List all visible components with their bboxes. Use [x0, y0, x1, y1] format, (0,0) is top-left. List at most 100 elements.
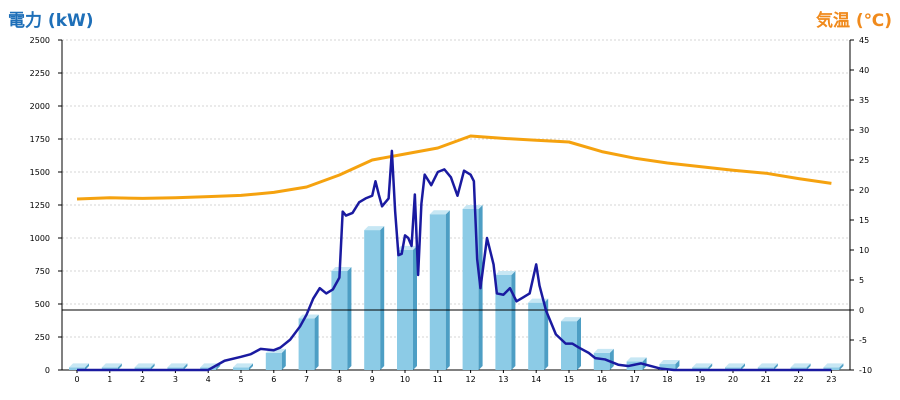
power-bar-side [708, 363, 713, 370]
power-bar-side [445, 210, 450, 370]
power-bar-top [692, 363, 713, 368]
right-tick-label: -5 [859, 336, 867, 345]
left-tick-label: 500 [35, 300, 50, 309]
power-bar-face [298, 318, 315, 370]
power-bar-top [167, 363, 188, 368]
power-bar-face [101, 367, 118, 370]
power-bar-side [675, 360, 680, 370]
power-bar-face [233, 367, 249, 370]
power-bar-face [364, 230, 381, 370]
left-tick-label: 750 [35, 267, 50, 276]
x-tick-label: 7 [304, 375, 309, 384]
power-bar [265, 348, 286, 370]
x-tick-label: 10 [400, 375, 410, 384]
power-bar-face [659, 364, 676, 370]
left-tick-label: 2500 [30, 36, 50, 45]
left-tick-label: 1250 [30, 201, 50, 210]
power-bar-side [183, 363, 188, 370]
x-tick-label: 2 [140, 375, 145, 384]
right-tick-label: 5 [859, 276, 864, 285]
power-bar-top [364, 226, 385, 231]
power-bar [298, 314, 319, 370]
right-tick-label: 25 [859, 156, 869, 165]
power-bar-top [101, 363, 122, 368]
power-bar-side [150, 363, 155, 370]
power-bar-face [790, 367, 807, 370]
power-bar [331, 267, 352, 370]
power-bar-face [429, 214, 446, 370]
x-tick-label: 23 [826, 375, 836, 384]
left-tick-label: 2000 [30, 102, 50, 111]
left-tick-label: 1000 [30, 234, 50, 243]
x-tick-label: 18 [662, 375, 672, 384]
power-bar [233, 363, 253, 370]
x-tick-label: 21 [761, 375, 771, 384]
x-tick-label: 9 [370, 375, 375, 384]
power-bar [757, 363, 778, 370]
power-bar [69, 363, 89, 370]
left-axis-title: 電力 (kW) [8, 11, 94, 31]
x-tick-label: 12 [466, 375, 476, 384]
power-bar-top [725, 363, 745, 368]
power-bar-top [561, 317, 581, 322]
left-tick-label: 250 [35, 333, 50, 342]
power-bar-face [331, 271, 348, 370]
power-bar-side [281, 348, 286, 370]
power-bar [659, 360, 680, 370]
x-tick-label: 19 [695, 375, 705, 384]
power-bar-face [725, 367, 741, 370]
right-tick-label: 10 [859, 246, 869, 255]
power-bar-top [331, 267, 352, 271]
power-bar-side [380, 226, 385, 370]
power-bar-side [511, 270, 516, 370]
power-bar-face [167, 367, 184, 370]
right-tick-label: 20 [859, 186, 869, 195]
power-bar-face [757, 367, 774, 370]
power-bar-face [495, 274, 512, 370]
power-bar-top [626, 357, 647, 362]
power-bar-top [593, 348, 614, 353]
power-bar [134, 363, 155, 370]
power-bar-face [692, 367, 709, 370]
power-bar-top [823, 363, 844, 368]
power-bar [692, 363, 713, 370]
power-bar-top [233, 363, 253, 368]
power-line [77, 149, 832, 372]
power-bar-top [790, 363, 811, 368]
power-bar-side [347, 267, 352, 370]
power-bar [364, 226, 385, 370]
x-tick-label: 1 [107, 375, 112, 384]
right-tick-label: -10 [859, 366, 872, 375]
right-tick-label: 0 [859, 306, 864, 315]
left-tick-label: 2250 [30, 69, 50, 78]
x-tick-label: 11 [433, 375, 443, 384]
left-tick-label: 1500 [30, 168, 50, 177]
power-bar-top [462, 204, 483, 209]
right-tick-label: 35 [859, 96, 869, 105]
power-bar-face [593, 352, 610, 370]
power-bar [397, 245, 417, 370]
power-bar-face [823, 367, 840, 370]
power-bar-top [495, 270, 516, 275]
x-tick-label: 4 [206, 375, 211, 384]
power-bar-side [85, 363, 89, 370]
x-tick-label: 14 [531, 375, 541, 384]
power-bar-top [659, 360, 680, 365]
power-bar-face [265, 352, 282, 370]
power-bar-face [561, 321, 577, 370]
temperature-line [76, 134, 832, 201]
x-tick-label: 3 [173, 375, 178, 384]
left-tick-label: 1750 [30, 135, 50, 144]
power-bar-face [528, 302, 545, 370]
right-axis-title: 気温 (℃) [815, 11, 892, 31]
power-bar-side [773, 363, 778, 370]
right-tick-label: 40 [859, 66, 869, 75]
power-bar [593, 348, 614, 370]
power-bar-side [609, 348, 614, 370]
right-tick-label: 45 [859, 36, 869, 45]
power-bar-side [741, 363, 745, 370]
power-bar-face [134, 367, 151, 370]
power-bar-side [314, 314, 319, 370]
power-bar [561, 317, 581, 370]
